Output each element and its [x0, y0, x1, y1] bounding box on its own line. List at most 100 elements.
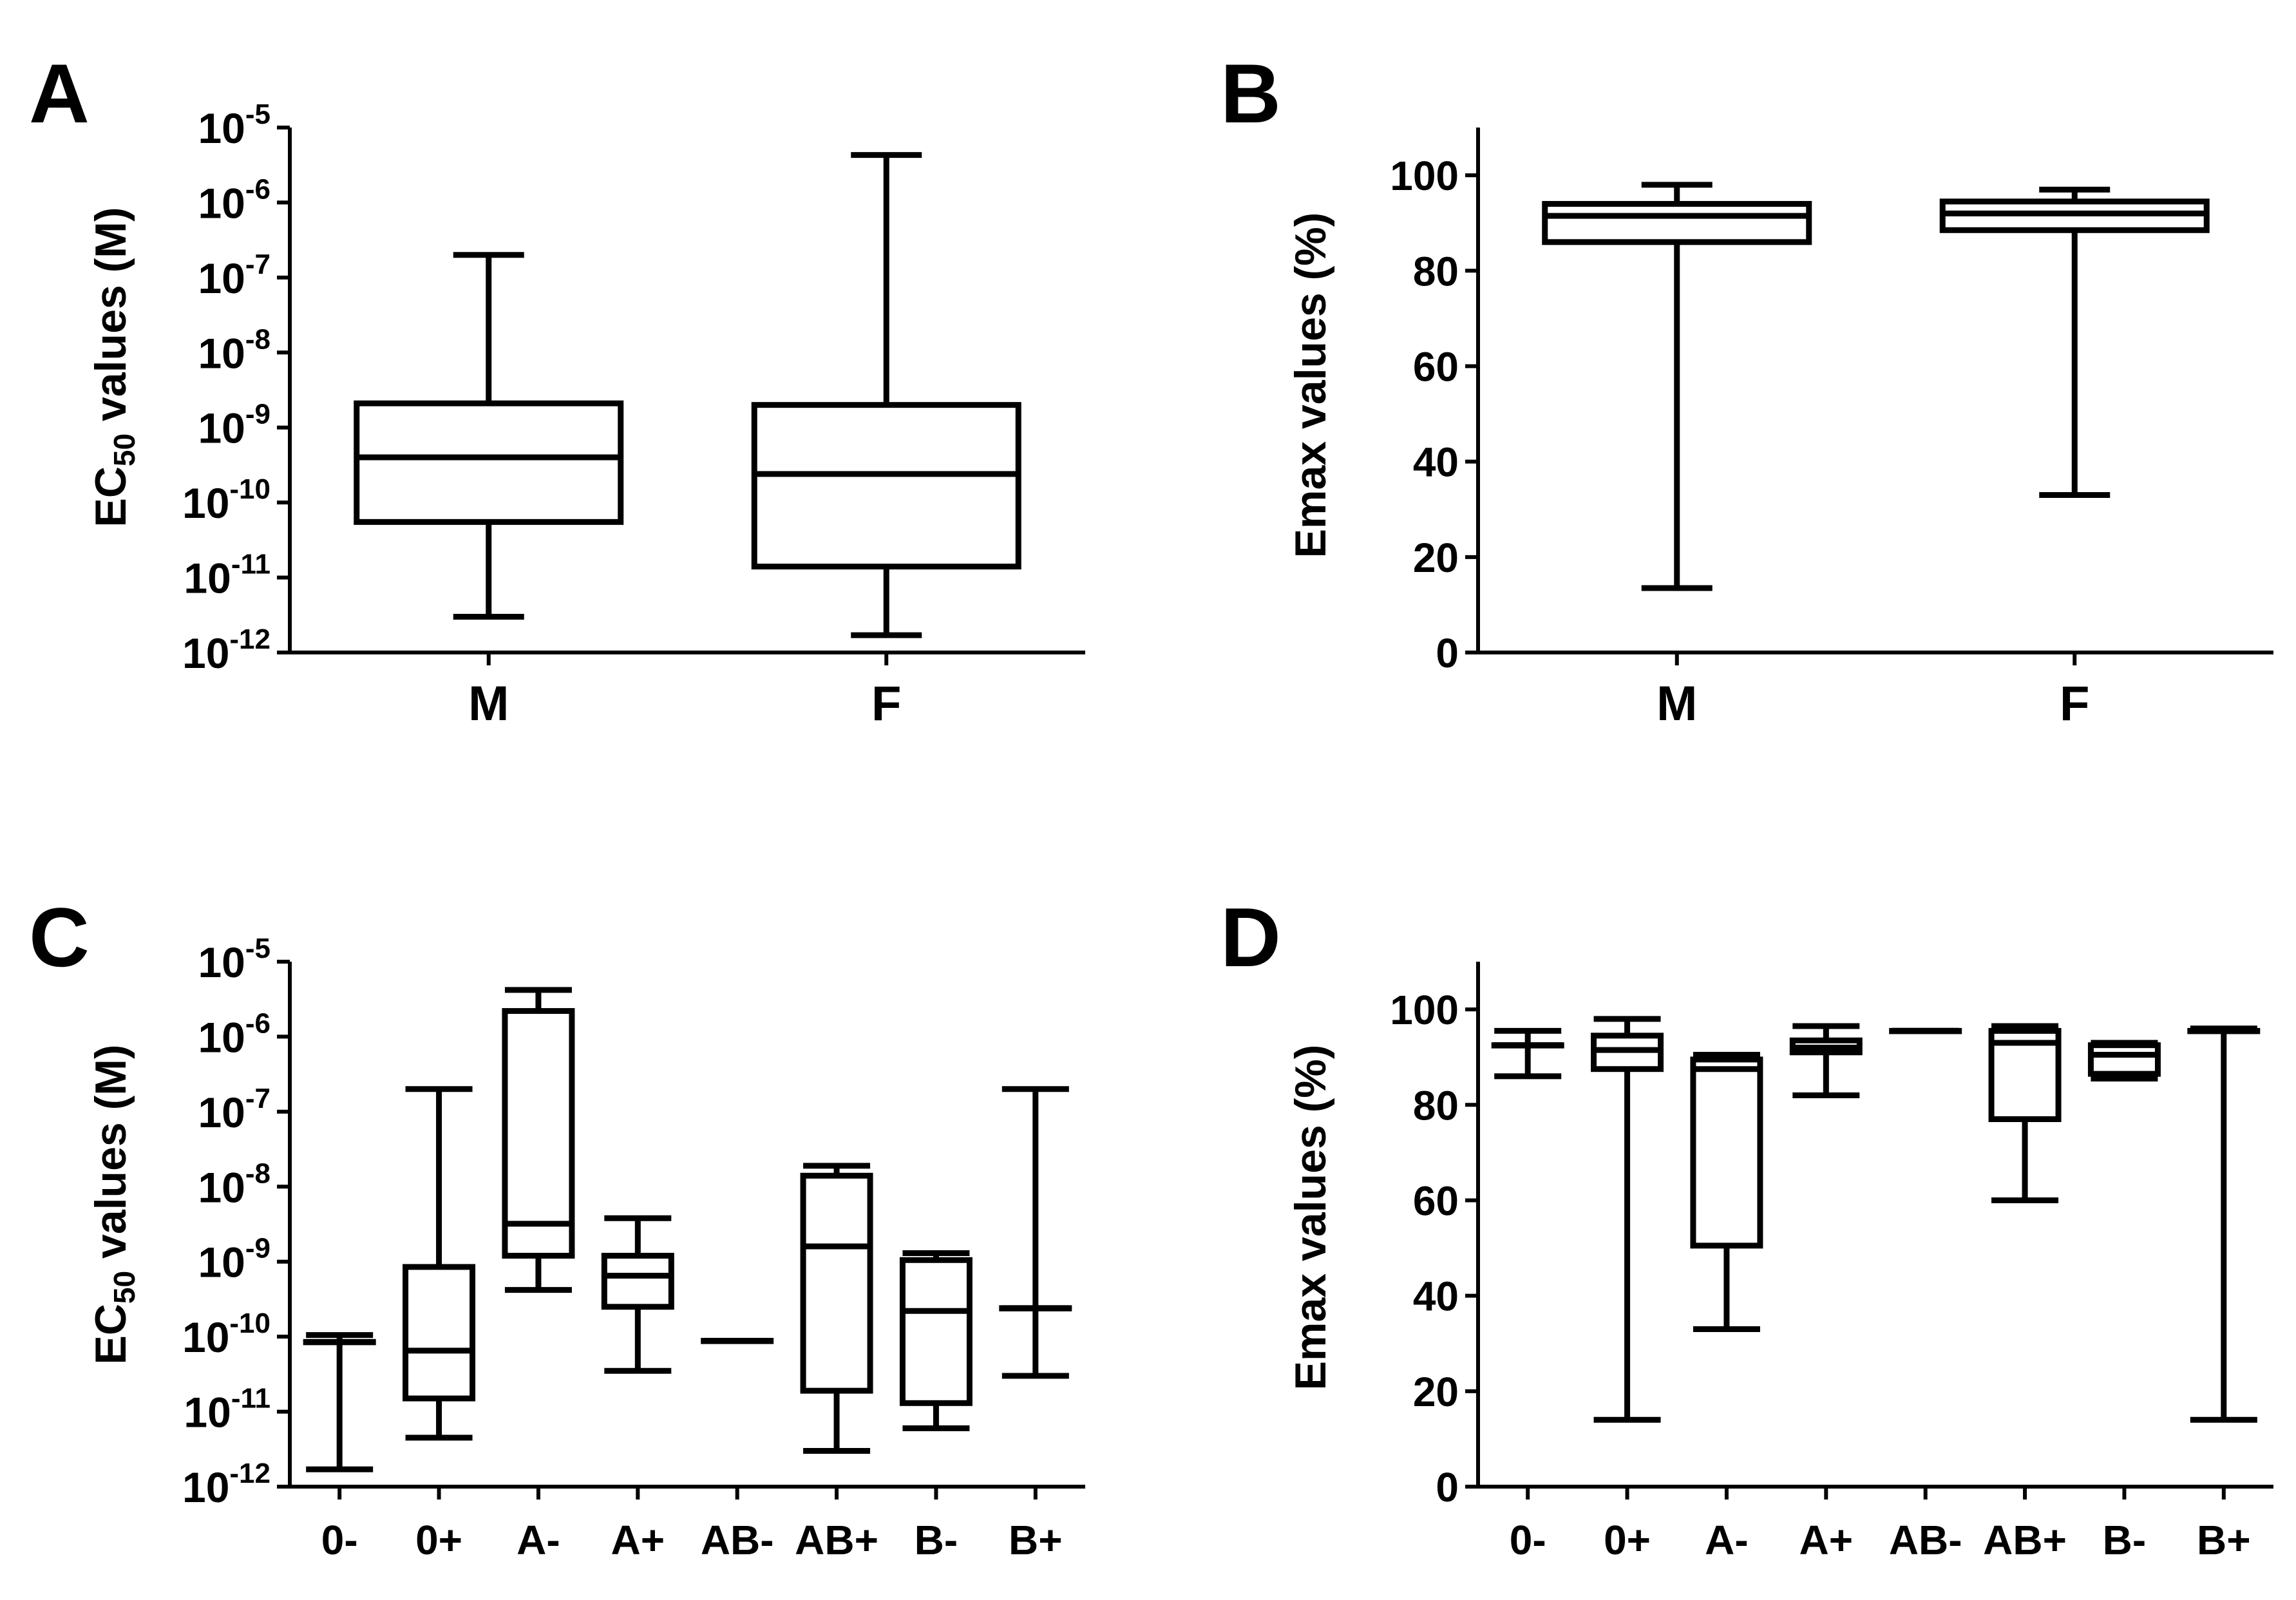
- ytick-base-a-1: 10: [184, 555, 231, 602]
- ylabel-a-main: EC: [86, 466, 135, 527]
- ytick-base-c-5: 10: [198, 1089, 245, 1136]
- xtick-label-c-5: AB+: [795, 1517, 878, 1563]
- ylabel-a-sub: 50: [108, 433, 141, 466]
- xtick-label-c-7: B+: [1009, 1517, 1063, 1563]
- xtick-label-d-7: B+: [2197, 1517, 2251, 1563]
- ylabel-c: EC50 values (M): [86, 1044, 141, 1364]
- box-c-2: [502, 987, 575, 1293]
- box-c-1: [403, 1086, 476, 1441]
- ytick-label-b-1: 20: [1413, 535, 1459, 581]
- xticks-d: 0- 0+ A- A+ AB- AB+ B- B+: [1510, 1517, 2251, 1563]
- ytick-exp-c-4: -8: [245, 1157, 270, 1189]
- panel-a: A EC50 values (M) 10-1210-1110-1010-910-…: [29, 46, 1085, 731]
- ytick-label-a-7: 10-5: [198, 99, 270, 152]
- axes-a: [288, 128, 1085, 665]
- ytick-label-d-1: 20: [1413, 1369, 1459, 1415]
- ytick-base-c-4: 10: [198, 1163, 245, 1211]
- ylabel-a: EC50 values (M): [86, 207, 141, 527]
- ytick-label-a-3: 10-9: [198, 399, 270, 452]
- xtick-label-c-3: A+: [611, 1517, 665, 1563]
- marks-d: [1491, 1016, 2261, 1423]
- ytick-base-c-1: 10: [184, 1389, 231, 1436]
- ytick-label-a-4: 10-8: [198, 323, 270, 377]
- marks-c: [303, 987, 1072, 1472]
- ytick-base-c-7: 10: [198, 938, 245, 986]
- ylabel-d: Emax values (%): [1286, 1045, 1335, 1391]
- ytick-label-d-4: 80: [1413, 1082, 1459, 1129]
- xtick-label-a-0: M: [468, 676, 509, 731]
- ytick-label-b-4: 80: [1413, 248, 1459, 294]
- ytick-label-a-2: 10-10: [182, 473, 270, 527]
- ytick-exp-c-0: -12: [229, 1458, 270, 1489]
- ytick-label-d-3: 60: [1413, 1177, 1459, 1224]
- box-d-3: [1789, 1023, 1863, 1098]
- ytick-label-c-5: 10-7: [198, 1083, 270, 1136]
- iqr-box-a-1: [751, 402, 1021, 570]
- ylabel-d-main: Emax values (%): [1286, 1045, 1335, 1391]
- box-c-4: [701, 1338, 774, 1344]
- ytick-label-c-0: 10-12: [182, 1458, 270, 1511]
- marks-a: [354, 152, 1021, 638]
- box-d-5: [1988, 1023, 2062, 1203]
- xtick-label-d-0: 0-: [1510, 1517, 1546, 1563]
- ytick-exp-a-0: -12: [229, 624, 270, 655]
- ytick-exp-c-7: -5: [245, 933, 270, 964]
- ytick-label-a-5: 10-7: [198, 249, 270, 302]
- ytick-label-b-5: 100: [1390, 153, 1459, 199]
- ytick-label-c-6: 10-6: [198, 1007, 270, 1061]
- panel-letter-b: B: [1220, 46, 1281, 140]
- ytick-label-a-0: 10-12: [182, 624, 270, 677]
- iqr-box-c-1: [403, 1264, 476, 1402]
- ytick-exp-c-6: -6: [245, 1007, 270, 1039]
- iqr-box-d-2: [1690, 1056, 1763, 1249]
- box-c-3: [601, 1215, 674, 1374]
- xtick-label-c-1: 0+: [415, 1517, 462, 1563]
- ytick-label-b-2: 40: [1413, 439, 1459, 486]
- marks-b: [1542, 182, 2210, 591]
- ytick-label-c-2: 10-10: [182, 1308, 270, 1361]
- panel-letter-c: C: [29, 890, 90, 984]
- iqr-box-c-2: [502, 1008, 575, 1259]
- panel-letter-a: A: [29, 46, 90, 140]
- xtick-label-c-6: B-: [915, 1517, 958, 1563]
- iqr-box-c-5: [800, 1172, 873, 1394]
- ylabel-b-main: Emax values (%): [1286, 213, 1335, 558]
- xtick-label-d-6: B-: [2103, 1517, 2147, 1563]
- box-c-7: [999, 1086, 1072, 1379]
- ytick-exp-c-2: -10: [229, 1308, 270, 1339]
- box-d-1: [1591, 1016, 1664, 1423]
- axes-b: [1476, 128, 2273, 665]
- ytick-base-a-5: 10: [198, 254, 245, 302]
- xtick-label-c-4: AB-: [701, 1517, 774, 1563]
- ytick-base-a-4: 10: [198, 329, 245, 377]
- ytick-label-a-1: 10-11: [184, 549, 270, 602]
- xtick-label-d-2: A-: [1705, 1517, 1749, 1563]
- box-d-2: [1690, 1051, 1763, 1332]
- ytick-exp-c-3: -9: [245, 1233, 270, 1264]
- box-c-5: [800, 1163, 873, 1454]
- box-b-1: [1939, 186, 2210, 498]
- ylabel-c-rest: values (M): [86, 1044, 135, 1270]
- ytick-label-c-3: 10-9: [198, 1233, 270, 1286]
- ytick-exp-a-2: -10: [229, 473, 270, 505]
- ytick-base-a-6: 10: [198, 179, 245, 227]
- iqr-box-b-0: [1542, 201, 1812, 245]
- box-a-0: [354, 252, 624, 620]
- box-c-0: [303, 1332, 376, 1472]
- box-d-0: [1491, 1027, 1564, 1080]
- box-a-1: [751, 152, 1021, 638]
- ytick-base-c-3: 10: [198, 1239, 245, 1286]
- ytick-base-a-3: 10: [198, 405, 245, 452]
- xtick-label-d-4: AB-: [1889, 1517, 1962, 1563]
- ytick-label-c-7: 10-5: [198, 933, 270, 986]
- ytick-exp-a-3: -9: [245, 399, 270, 430]
- ticks-b: 0 20 40 60 80 100: [1390, 153, 1478, 676]
- ytick-label-c-4: 10-8: [198, 1157, 270, 1211]
- box-c-6: [899, 1250, 972, 1431]
- xtick-label-a-1: F: [871, 676, 901, 731]
